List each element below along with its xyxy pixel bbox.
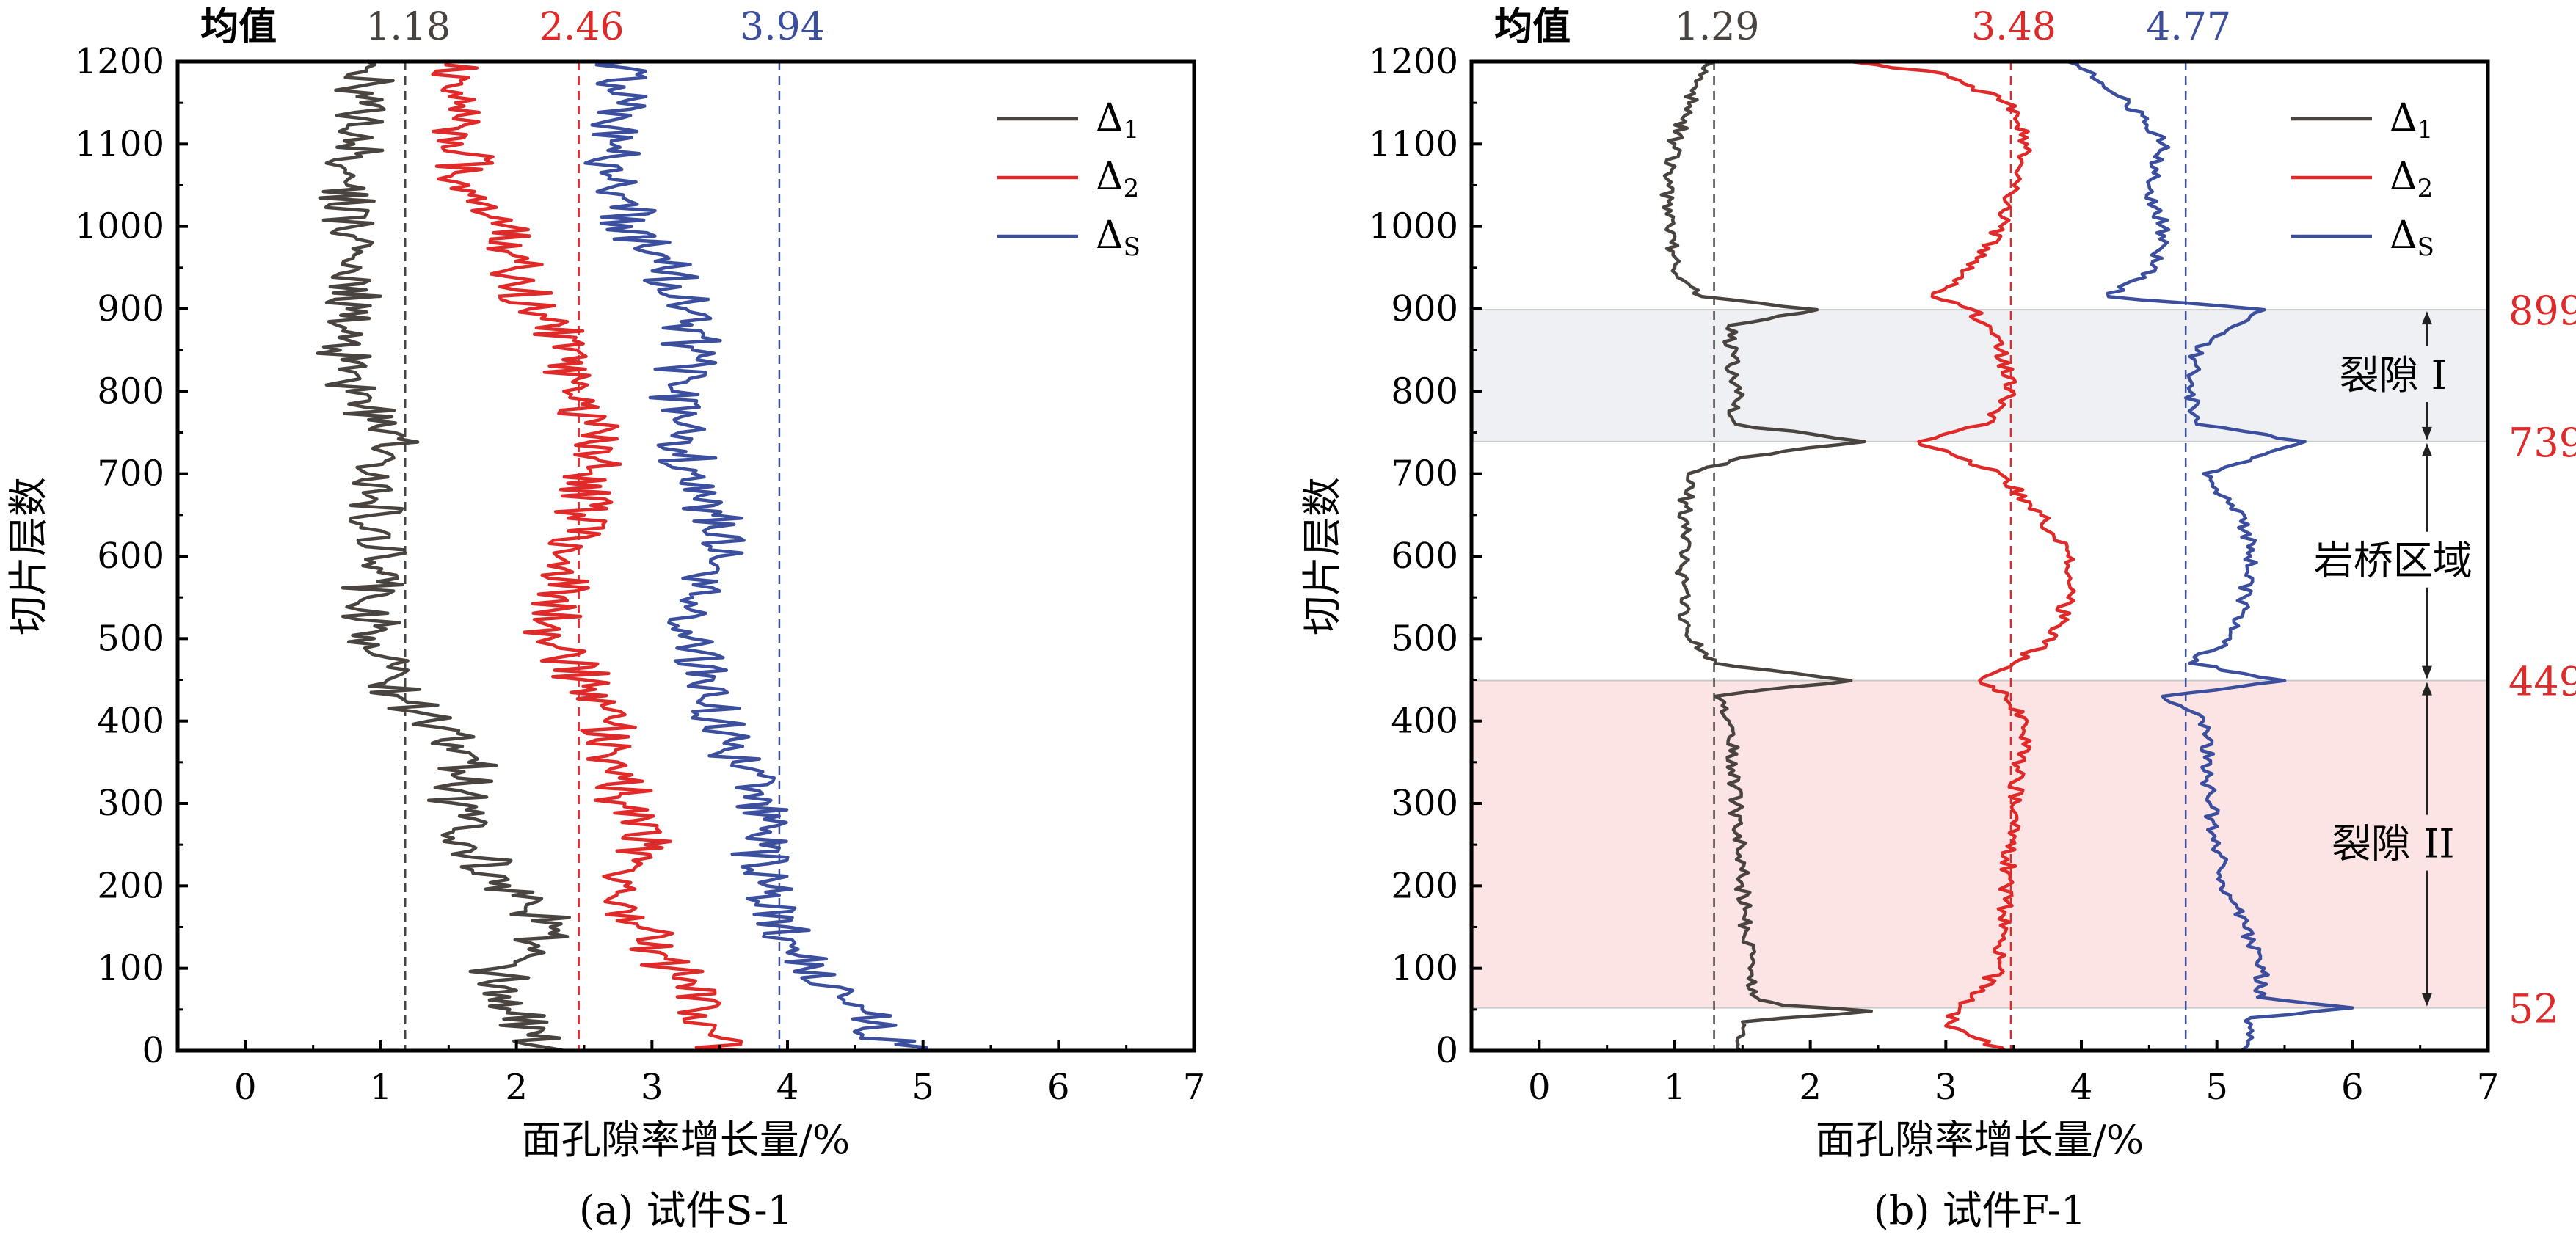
y-tick-label: 700 — [97, 453, 164, 495]
mean-value-label: 2.46 — [539, 5, 625, 49]
region-arrow-head — [2421, 311, 2432, 325]
x-tick-label: 3 — [1935, 1067, 1957, 1108]
mean-value-label: 4.77 — [2146, 5, 2231, 49]
legend-label: Δ2 — [2390, 155, 2433, 203]
panel-caption: (b) 试件F-1 — [1874, 1187, 2086, 1233]
boundary-value-label: 449 — [2508, 659, 2576, 705]
boundary-value-label: 52 — [2508, 986, 2559, 1032]
region-arrow-head — [2421, 665, 2432, 679]
series-line — [431, 62, 743, 1051]
y-tick-label: 400 — [1391, 701, 1458, 742]
y-tick-label: 500 — [1391, 618, 1458, 659]
x-tick-label: 0 — [1528, 1067, 1551, 1108]
y-tick-label: 700 — [1391, 453, 1458, 495]
legend-label: Δ1 — [2390, 96, 2433, 145]
panel-caption: (a) 试件S-1 — [579, 1187, 793, 1233]
y-tick-label: 100 — [97, 948, 164, 989]
y-tick-label: 1100 — [75, 123, 164, 164]
x-tick-label: 4 — [2070, 1067, 2093, 1108]
x-tick-label: 2 — [505, 1067, 528, 1108]
y-tick-label: 600 — [1391, 536, 1458, 577]
legend-label: Δ2 — [1096, 155, 1139, 203]
y-tick-label: 1200 — [75, 41, 164, 82]
x-tick-label: 6 — [2341, 1067, 2364, 1108]
region-arrow-head — [2421, 426, 2432, 440]
x-tick-label: 6 — [1047, 1067, 1070, 1108]
x-tick-label: 4 — [776, 1067, 799, 1108]
x-tick-label: 5 — [2205, 1067, 2228, 1108]
y-tick-label: 800 — [97, 371, 164, 412]
x-axis-label: 面孔隙率增长量/% — [522, 1117, 851, 1163]
y-axis-label: 切片层数 — [5, 477, 51, 635]
mean-prefix: 均值 — [200, 4, 277, 49]
region-label: 裂隙 I — [2339, 352, 2447, 398]
mean-prefix: 均值 — [1494, 4, 1571, 49]
mean-value-label: 1.18 — [365, 5, 451, 49]
mean-value-label: 3.94 — [740, 5, 825, 49]
y-tick-label: 1000 — [1369, 206, 1458, 247]
boundary-value-label: 899 — [2508, 288, 2576, 334]
x-tick-label: 1 — [1664, 1067, 1687, 1108]
y-tick-label: 900 — [1391, 288, 1458, 329]
y-tick-label: 200 — [1391, 865, 1458, 906]
y-tick-label: 0 — [1436, 1030, 1458, 1071]
chart-panel-a: 0 1 2 3 4 5 6 7 0 100 200 300 400 500 600 700 800 900 1000… — [5, 4, 1205, 1233]
region-arrow-head — [2421, 442, 2432, 456]
x-tick-label: 7 — [1183, 1067, 1206, 1108]
y-tick-label: 800 — [1391, 371, 1458, 412]
y-tick-label: 300 — [97, 783, 164, 824]
x-tick-label: 1 — [370, 1067, 393, 1108]
legend-label: ΔS — [1096, 214, 1140, 262]
y-axis-label: 切片层数 — [1299, 477, 1345, 635]
legend-label: Δ1 — [1096, 96, 1139, 145]
mean-value-label: 3.48 — [1971, 5, 2056, 49]
mean-value-label: 1.29 — [1675, 5, 1760, 49]
legend-label: ΔS — [2390, 214, 2434, 262]
y-tick-label: 400 — [97, 701, 164, 742]
region-arrow-head — [2421, 993, 2432, 1007]
region-label-bg — [2311, 814, 2481, 871]
x-tick-label: 5 — [912, 1067, 934, 1108]
boundary-value-label: 739 — [2508, 420, 2576, 466]
y-tick-label: 500 — [97, 618, 164, 659]
region-label: 裂隙 II — [2332, 821, 2455, 867]
y-tick-label: 300 — [1391, 783, 1458, 824]
x-axis-label: 面孔隙率增长量/% — [1816, 1117, 2144, 1163]
y-tick-label: 0 — [142, 1030, 164, 1071]
series-line — [1659, 62, 1874, 1051]
y-tick-label: 1100 — [1369, 123, 1458, 164]
y-tick-label: 200 — [97, 865, 164, 906]
series-line — [583, 62, 928, 1051]
y-tick-label: 900 — [97, 288, 164, 329]
region-arrow-head — [2421, 682, 2432, 696]
chart-panel-b: 0 1 2 3 4 5 6 7 0 100 200 300 400 500 600 700 800 900 1000… — [1299, 4, 2576, 1233]
plot-frame — [175, 59, 1196, 1053]
series-line — [2067, 62, 2354, 1051]
series-line — [316, 62, 571, 1051]
region-label-bg — [2311, 346, 2481, 402]
series-line — [1850, 62, 2076, 1051]
region-label-bg — [2311, 531, 2481, 588]
x-tick-label: 3 — [641, 1067, 663, 1108]
x-tick-label: 0 — [234, 1067, 257, 1108]
y-tick-label: 600 — [97, 536, 164, 577]
x-tick-label: 7 — [2477, 1067, 2500, 1108]
y-tick-label: 1200 — [1369, 41, 1458, 82]
y-tick-label: 1000 — [75, 206, 164, 247]
region-label: 岩桥区域 — [2314, 538, 2473, 584]
y-tick-label: 100 — [1391, 948, 1458, 989]
x-tick-label: 2 — [1799, 1067, 1822, 1108]
